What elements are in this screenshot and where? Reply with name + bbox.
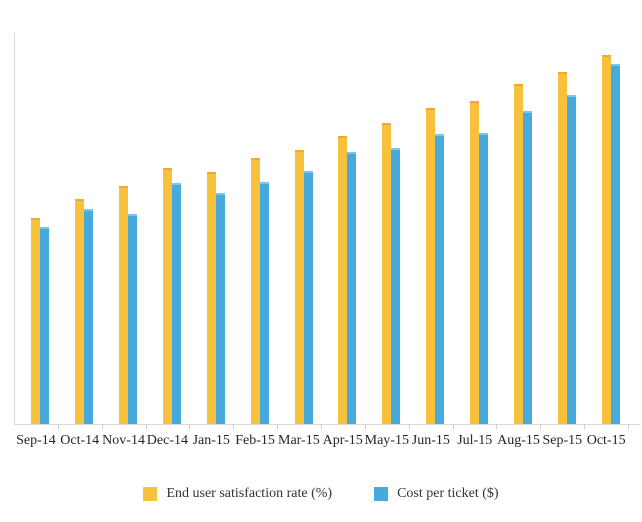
bar-group-jul-15 [453,33,497,424]
x-axis-tick [408,424,410,429]
bar-group-nov-14 [102,33,146,424]
x-axis-label-apr-15: Apr-15 [322,433,363,448]
x-axis-tick [321,424,322,429]
x-axis-labels: Sep-14 Oct-14 Nov-14 Dec-14 Jan-15 Feb-15 Mar-… [14,433,628,449]
y-axis-line [14,33,15,424]
legend: End user satisfaction rate (%) Cost per … [0,486,642,502]
bar-satisfaction-jul-15 [470,101,480,424]
legend-label-satisfaction: End user satisfaction rate (%) [166,486,333,501]
legend-item-satisfaction[interactable]: End user satisfaction rate (%) [143,486,332,502]
bar-cost-oct-15 [610,64,620,424]
bar-cost-jun-15 [435,134,445,424]
x-axis-label-jun-15: Jun-15 [411,433,450,448]
bar-group-dec-14 [146,33,190,424]
bar-group-oct-14 [58,33,102,424]
x-axis-tick [364,424,366,429]
bar-satisfaction-feb-15 [250,158,260,424]
x-axis-tick [496,424,498,429]
satisfaction-swatch-icon [143,487,158,501]
x-axis-tick [540,424,542,429]
x-axis-line [14,424,640,425]
bar-cost-apr-15 [347,152,357,424]
bar-cost-dec-14 [172,183,181,424]
bar-cost-feb-15 [259,182,269,424]
x-axis-label-feb-15: Feb-15 [235,433,275,448]
bar-cost-jul-15 [479,133,489,424]
bar-cost-may-15 [391,148,401,424]
bar-group-apr-15 [321,33,365,424]
legend-item-cost[interactable]: Cost per ticket ($) [374,486,499,502]
x-axis-tick [145,424,147,429]
bar-group-oct-15 [584,33,628,424]
bar-satisfaction-oct-14 [75,199,85,424]
bar-group-may-15 [365,33,409,424]
x-axis-tick [189,424,191,429]
x-axis-label-may-15: May-15 [364,433,409,448]
bar-satisfaction-sep-14 [31,218,41,424]
bar-satisfaction-aug-15 [513,84,523,424]
bar-group-mar-15 [277,33,321,424]
bar-satisfaction-dec-14 [163,168,172,424]
bar-satisfaction-jan-15 [206,172,216,424]
bar-group-sep-15 [540,33,584,424]
x-axis-ticks [14,424,629,429]
x-axis-tick [584,424,586,429]
bar-satisfaction-nov-14 [119,186,129,424]
x-axis-tick [233,424,235,429]
x-axis-label-sep-14: Sep-14 [16,433,56,448]
x-axis-tick [277,424,279,429]
x-axis-tick [101,424,103,429]
legend-label-cost: Cost per ticket ($) [397,486,499,501]
bar-cost-aug-15 [522,111,532,424]
bar-group-sep-14 [14,33,58,424]
bar-satisfaction-sep-15 [557,72,567,424]
x-axis-label-oct-15: Oct-15 [586,433,626,448]
bar-group-feb-15 [233,33,277,424]
x-axis-label-nov-14: Nov-14 [102,433,145,448]
bar-cost-nov-14 [128,214,138,424]
bar-satisfaction-oct-15 [601,55,611,424]
bar-cost-jan-15 [215,193,225,424]
bar-cost-oct-14 [84,209,94,424]
bar-satisfaction-mar-15 [294,150,304,424]
x-axis-tick [628,424,629,429]
bar-group-aug-15 [496,33,540,424]
bar-cost-sep-15 [566,95,576,424]
bar-group-jan-15 [189,33,233,424]
x-axis-label-jul-15: Jul-15 [457,433,493,448]
cost-swatch-icon [374,487,389,501]
bar-satisfaction-jun-15 [426,108,436,424]
x-axis-tick [57,424,59,429]
x-axis-tick [452,424,454,429]
bar-cost-mar-15 [303,171,313,424]
bar-satisfaction-apr-15 [338,136,348,424]
x-axis-label-mar-15: Mar-15 [278,433,320,448]
bar-satisfaction-may-15 [382,123,392,424]
x-axis-label-jan-15: Jan-15 [192,433,230,448]
x-axis-label-dec-14: Dec-14 [146,433,188,448]
bar-cost-sep-14 [40,227,50,424]
bar-group-jun-15 [409,33,453,424]
x-axis-label-sep-15: Sep-15 [542,433,583,448]
x-axis-label-aug-15: Aug-15 [497,433,540,448]
x-axis-label-oct-14: Oct-14 [60,433,100,448]
plot-area [14,33,628,424]
